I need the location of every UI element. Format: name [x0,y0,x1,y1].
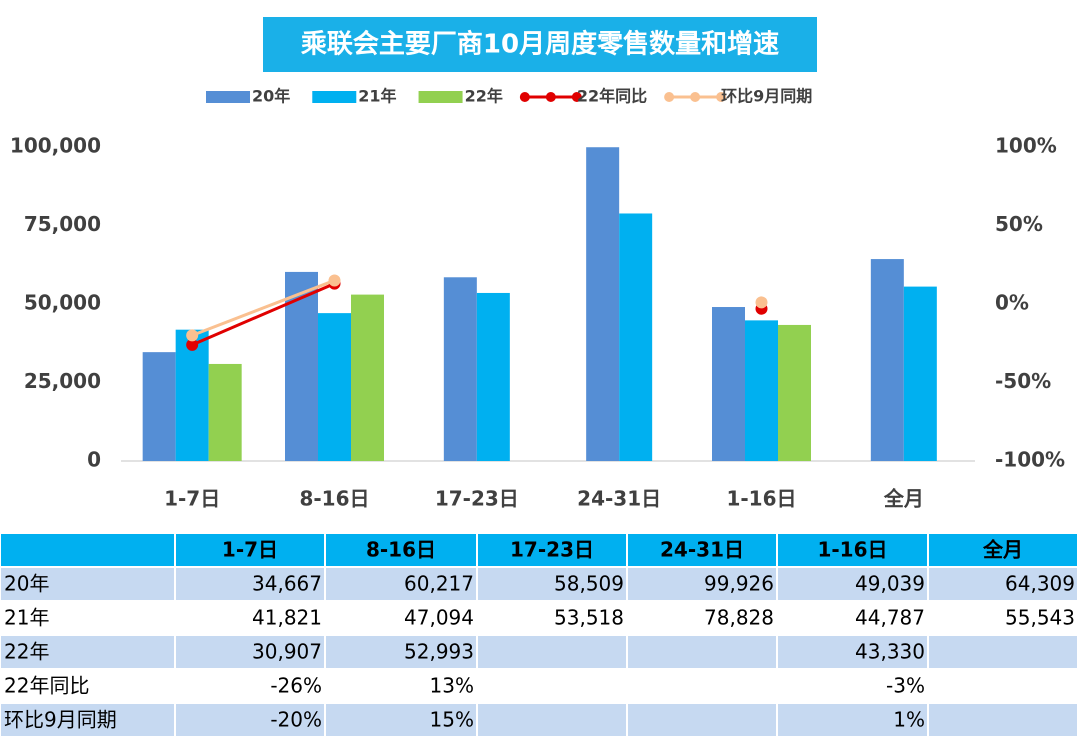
y-tick-label: 50,000 [24,291,101,315]
table-cell: 49,039 [855,572,925,596]
table-row-label: 22年 [4,640,49,664]
bar [285,271,318,461]
legend-swatch [519,92,530,102]
table-header-cell: 24-31日 [660,538,744,562]
table-row-label: 20年 [4,572,49,596]
table-cell: 78,828 [704,606,774,630]
table-row [0,669,1078,703]
legend-swatch [206,91,250,103]
x-tick-label: 1-7日 [164,487,220,511]
x-tick-label: 8-16日 [299,487,369,511]
legend-label: 环比9月同期 [721,87,812,106]
table-cell: 55,543 [1005,606,1075,630]
table-cell: 15% [430,708,474,732]
line-point [755,296,768,309]
y2-tick-label: 50% [995,212,1043,236]
bar [586,147,620,461]
bar [903,286,937,461]
x-tick-label: 24-31日 [577,487,661,511]
y-tick-label: 25,000 [24,369,101,393]
bar [208,363,242,461]
legend-label: 22年同比 [577,87,647,106]
table-cell: -20% [270,708,322,732]
x-tick-label: 1-16日 [726,487,796,511]
legend-label: 20年 [252,87,290,106]
table-row-label: 22年同比 [4,674,89,698]
table-cell: 1% [893,708,925,732]
table-header-cell: 8-16日 [366,538,436,562]
bar [870,259,904,461]
legend-label: 21年 [358,87,396,106]
bar [778,324,811,461]
table-cell: -3% [886,674,925,698]
table-cell: 13% [430,674,474,698]
table-header-cell: 全月 [982,538,1023,562]
table-header-cell: 1-16日 [817,538,887,562]
bar [175,329,209,461]
table-cell: 43,330 [855,640,925,664]
legend-swatch [716,92,727,102]
chart-title: 乘联会主要厂商10月周度零售数量和增速 [300,29,779,60]
line-point [328,274,341,287]
legend-swatch [664,92,675,102]
table-cell: 52,993 [404,640,474,664]
bar [619,213,653,461]
legend-label: 22年 [465,87,503,106]
legend-swatch [571,92,582,102]
table-cell: -26% [270,674,322,698]
table-cell: 58,509 [554,572,624,596]
table-cell: 53,518 [554,606,624,630]
x-tick-label: 全月 [883,487,924,511]
bar [443,277,477,461]
legend-swatch [690,92,701,102]
table-cell: 99,926 [704,572,774,596]
y2-tick-label: 100% [995,134,1057,158]
table-row-label: 21年 [4,606,49,630]
table-header-cell: 17-23日 [510,538,594,562]
table-header-cell: 1-7日 [222,538,278,562]
table-cell: 60,217 [404,572,474,596]
title-box [263,17,817,72]
table-row [0,703,1078,737]
legend-swatch [418,91,463,103]
table-row [0,567,1078,601]
table-cell: 30,907 [252,640,322,664]
x-tick-label: 17-23日 [435,487,519,511]
table-cell: 47,094 [404,606,474,630]
bar [745,320,778,461]
y-tick-label: 100,000 [10,134,101,158]
y2-tick-label: 0% [995,291,1029,315]
y2-tick-label: -50% [995,369,1051,393]
line-point [186,329,199,342]
table-header [0,533,1078,567]
line-point [186,338,199,351]
table-cell: 64,309 [1005,572,1075,596]
table-cell: 41,821 [252,606,322,630]
table-cell: 34,667 [252,572,322,596]
table-cell: 44,787 [855,606,925,630]
legend-swatch [312,91,357,103]
y2-tick-label: -100% [995,448,1065,472]
y-tick-label: 0 [87,448,101,472]
legend-swatch [545,92,556,102]
table-row [0,601,1078,635]
bar [142,352,176,461]
y-tick-label: 75,000 [24,212,101,236]
bar [318,313,351,461]
bar [476,292,510,461]
bar [712,307,745,461]
bar [351,294,384,461]
table-row [0,635,1078,669]
table-row-label: 环比9月同期 [4,708,117,732]
